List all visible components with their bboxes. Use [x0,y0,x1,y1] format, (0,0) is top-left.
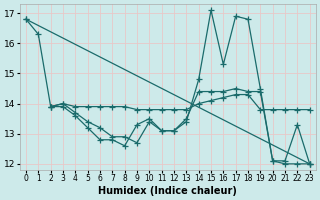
X-axis label: Humidex (Indice chaleur): Humidex (Indice chaleur) [98,186,237,196]
